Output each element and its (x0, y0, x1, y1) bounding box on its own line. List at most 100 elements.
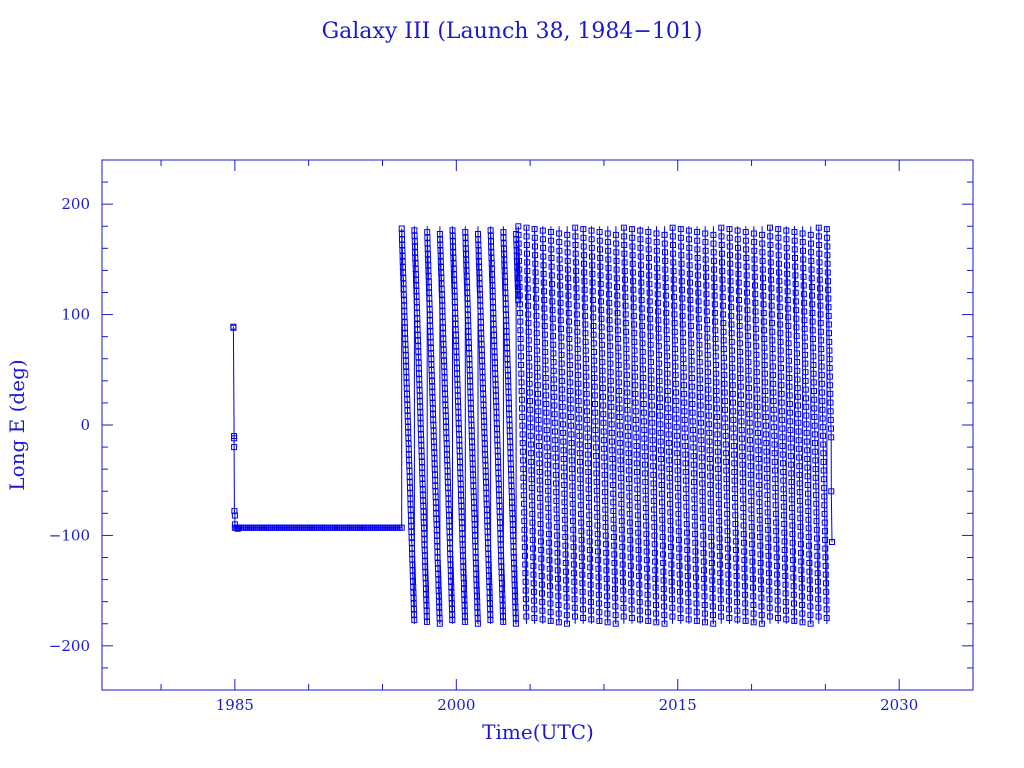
data-point (594, 531, 601, 538)
data-point (711, 310, 718, 316)
data-point (606, 317, 613, 324)
data-point (751, 273, 758, 280)
data-point (474, 620, 481, 627)
data-point (573, 276, 580, 283)
data-point (437, 253, 444, 259)
data-point (451, 276, 458, 283)
data-point (601, 489, 608, 496)
data-point (526, 372, 533, 379)
data-point (696, 324, 702, 331)
data-point (722, 441, 729, 448)
data-point (726, 606, 733, 613)
data-point (689, 418, 696, 425)
data-point (621, 233, 628, 240)
data-point (470, 477, 477, 484)
data-point (429, 405, 436, 412)
data-point (698, 454, 705, 461)
data-point (680, 338, 687, 345)
data-point (710, 249, 717, 256)
data-point (736, 331, 743, 338)
data-point (783, 244, 790, 251)
data-point (745, 367, 752, 374)
data-point (593, 461, 600, 468)
data-point (603, 549, 610, 556)
data-point (714, 448, 721, 455)
data-point (810, 379, 817, 386)
data-point (609, 482, 616, 488)
data-point (597, 281, 604, 288)
data-point (231, 444, 238, 451)
data-point (710, 620, 717, 627)
data-point (756, 508, 763, 514)
data-point (741, 548, 748, 555)
data-point (664, 388, 671, 394)
data-point (520, 457, 527, 464)
data-point (689, 383, 696, 390)
data-point (677, 588, 683, 595)
data-point (525, 337, 532, 344)
data-point (657, 403, 663, 410)
data-point (752, 317, 759, 324)
data-point (812, 448, 819, 455)
data-point (777, 312, 783, 319)
data-point (777, 356, 784, 363)
data-point (780, 460, 786, 467)
data-point (727, 260, 734, 267)
data-point (561, 499, 568, 506)
data-point (787, 435, 794, 442)
data-point (471, 504, 478, 511)
data-point (803, 395, 809, 402)
data-point (666, 483, 673, 490)
data-point (688, 349, 695, 355)
data-point (772, 510, 779, 517)
data-point (811, 388, 817, 394)
data-point (696, 367, 703, 374)
data-point (642, 461, 648, 468)
data-point (554, 567, 561, 574)
data-point (614, 292, 621, 299)
data-point (788, 470, 795, 477)
data-point (400, 291, 407, 298)
data-point (541, 323, 548, 329)
data-point (718, 224, 725, 231)
data-point (604, 610, 611, 617)
data-point (713, 362, 719, 368)
data-point (613, 257, 620, 264)
data-point (527, 406, 534, 413)
data-point (777, 338, 784, 345)
data-point (747, 454, 754, 461)
data-point (748, 506, 755, 513)
data-point (771, 432, 778, 439)
data-point (530, 588, 537, 595)
data-point (609, 473, 616, 480)
data-point (617, 466, 624, 473)
data-point (500, 618, 507, 625)
data-point (576, 441, 583, 448)
data-point (558, 369, 565, 376)
data-point (570, 552, 577, 559)
data-point (733, 555, 740, 562)
data-point (587, 590, 594, 597)
data-point (732, 495, 738, 501)
data-point (683, 521, 690, 527)
data-point (531, 597, 538, 604)
data-point (598, 333, 605, 340)
data-point (528, 450, 535, 457)
data-point (684, 538, 691, 545)
data-point (745, 341, 752, 348)
data-point (665, 431, 672, 438)
data-point (786, 375, 793, 381)
data-point (724, 528, 731, 535)
data-point (605, 282, 612, 289)
data-point (639, 340, 646, 347)
data-point (799, 602, 806, 608)
data-point (671, 302, 678, 309)
data-point (613, 266, 620, 273)
data-point (689, 409, 696, 416)
data-point (734, 227, 741, 234)
data-point (780, 477, 787, 484)
data-point (763, 457, 770, 464)
data-point (704, 317, 710, 324)
data-point (659, 499, 665, 506)
data-point (630, 312, 637, 319)
